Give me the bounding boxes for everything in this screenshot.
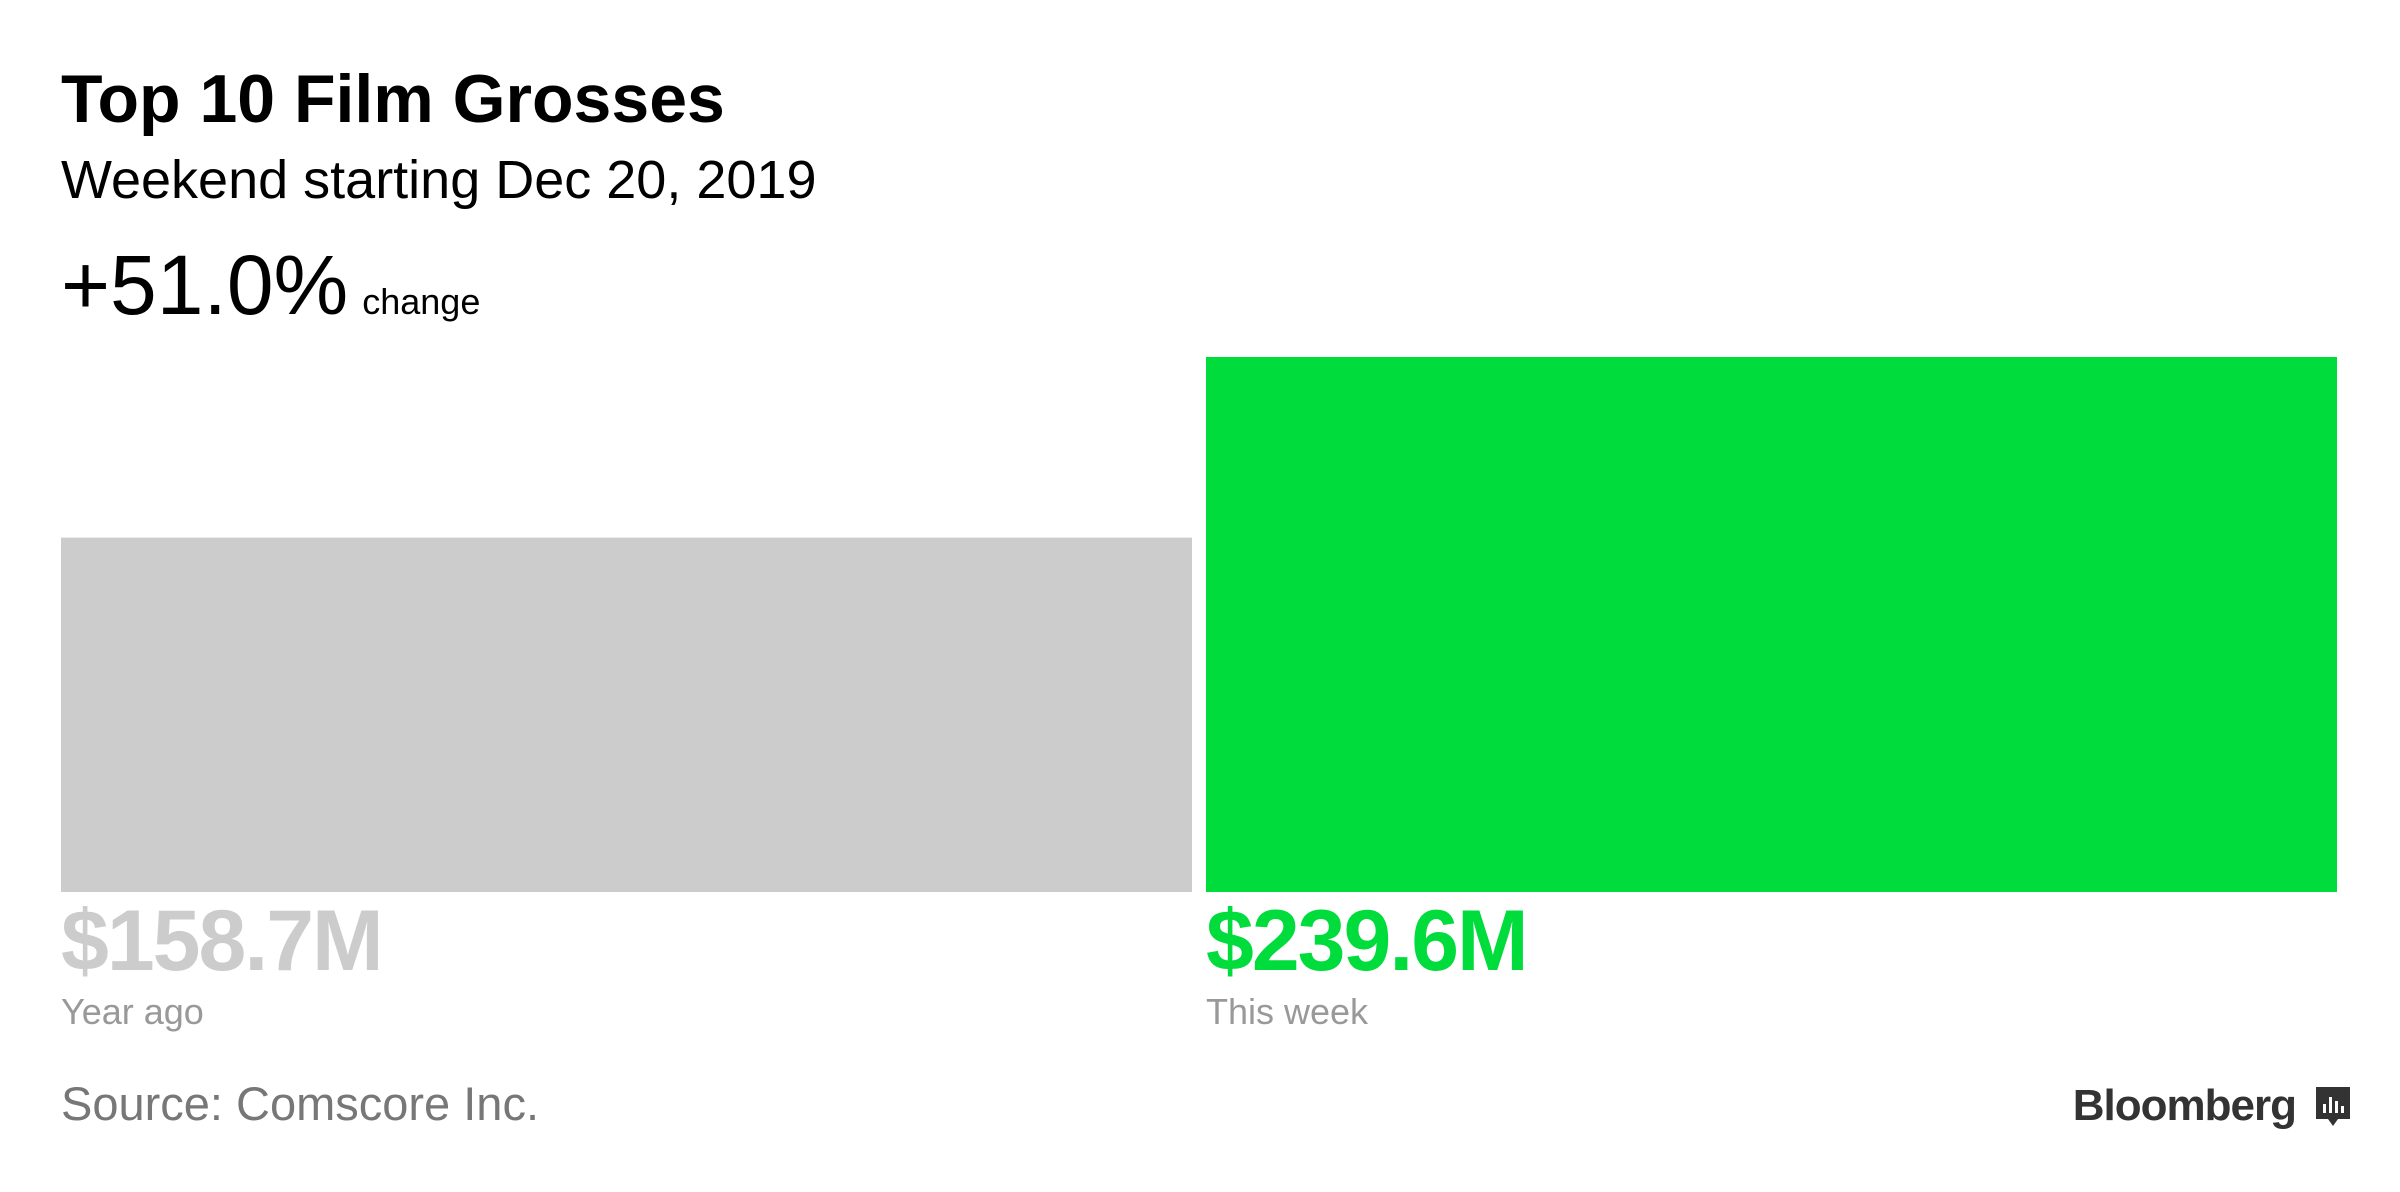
source: Source: Comscore Inc. [61,1077,539,1130]
category-label: Year ago [61,991,204,1032]
bar [61,537,1192,892]
chart-subtitle: Weekend starting Dec 20, 2019 [61,150,816,210]
category-label: This week [1206,991,1369,1032]
change-label: +51.0% [61,238,348,332]
brand: Bloomberg [2073,1081,2296,1130]
chart-title: Top 10 Film Grosses [61,61,725,137]
change-value: +51.0% change [61,238,480,332]
bar [1206,357,2337,892]
change-text: change [362,281,480,322]
value-label: $239.6M [1206,893,1527,989]
value-label: $158.7M [61,893,382,989]
brand-icon [2316,1087,2350,1126]
